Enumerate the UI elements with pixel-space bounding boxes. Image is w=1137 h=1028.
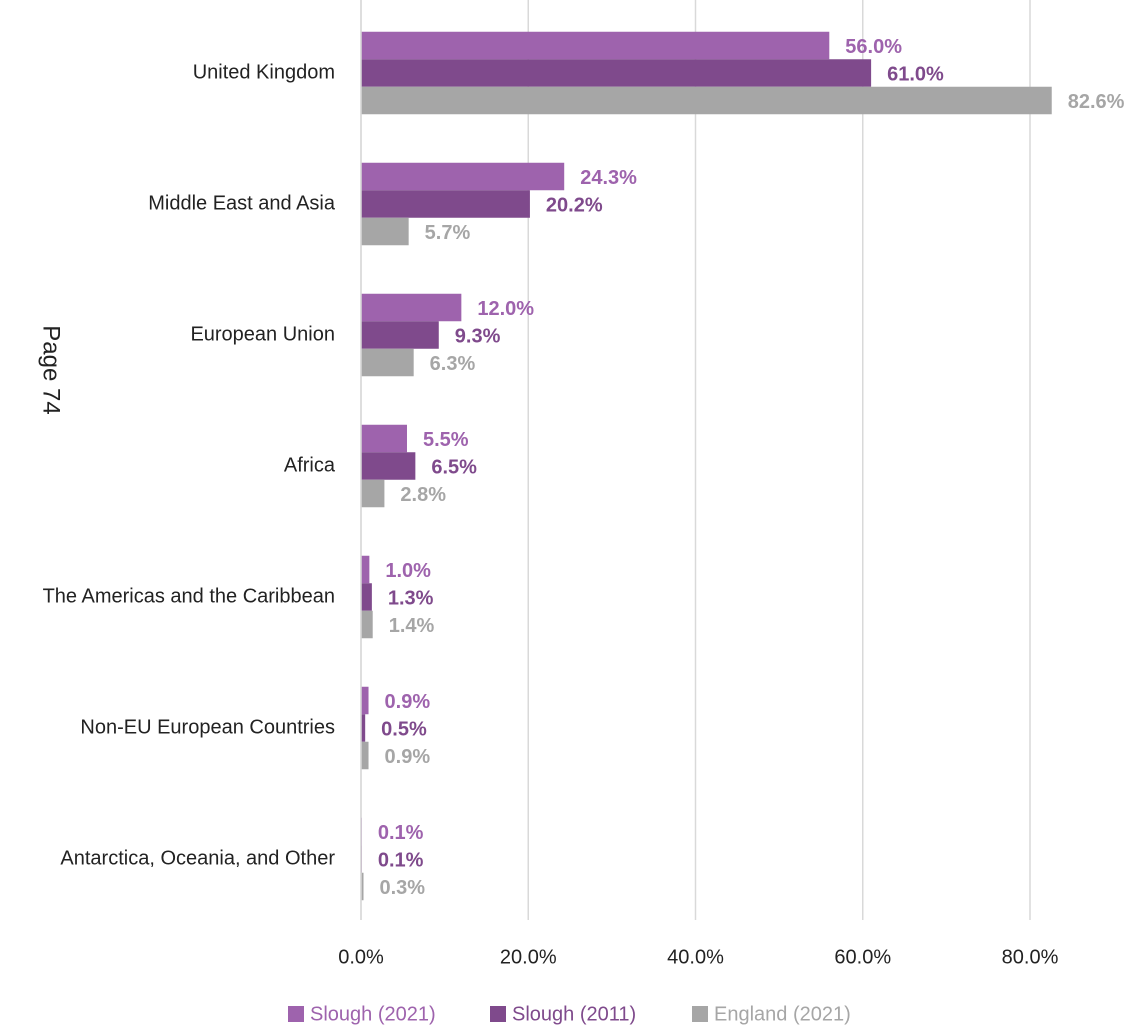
- value-label: 12.0%: [477, 298, 534, 320]
- value-label: 6.3%: [430, 353, 476, 375]
- value-label: 0.1%: [378, 849, 424, 871]
- legend-swatch: [692, 1006, 708, 1022]
- bar: [361, 714, 366, 742]
- x-tick-label: 0.0%: [338, 946, 384, 968]
- bar: [361, 59, 872, 87]
- y-tick-label: The Americas and the Caribbean: [43, 585, 335, 607]
- x-tick-label: 60.0%: [834, 946, 891, 968]
- value-label: 1.3%: [388, 587, 434, 609]
- x-tick-label: 80.0%: [1002, 946, 1059, 968]
- value-label: 1.4%: [389, 615, 435, 637]
- bar: [361, 610, 373, 639]
- y-tick-label: United Kingdom: [193, 61, 335, 83]
- bar: [361, 686, 369, 715]
- bar: [361, 424, 407, 453]
- bar: [361, 452, 416, 480]
- y-tick-label: Africa: [284, 454, 336, 476]
- bar: [361, 31, 830, 60]
- value-label: 0.3%: [380, 877, 426, 899]
- bar: [361, 321, 439, 349]
- bar: [361, 86, 1052, 115]
- bar: [361, 190, 530, 218]
- x-tick-label: 40.0%: [667, 946, 724, 968]
- page-label: Page 74: [38, 325, 65, 414]
- value-label: 5.7%: [425, 222, 471, 244]
- bar: [361, 872, 364, 901]
- legend-label: Slough (2021): [310, 1003, 436, 1025]
- value-label: 9.3%: [455, 325, 501, 347]
- value-label: 20.2%: [546, 194, 603, 216]
- bar: [361, 583, 372, 611]
- bar: [361, 217, 409, 246]
- legend-swatch: [490, 1006, 506, 1022]
- y-tick-label: Non-EU European Countries: [80, 716, 335, 738]
- value-label: 0.9%: [385, 746, 431, 768]
- bar: [361, 555, 370, 584]
- value-label: 6.5%: [431, 456, 477, 478]
- y-tick-label: European Union: [190, 323, 335, 345]
- value-label: 5.5%: [423, 429, 469, 451]
- value-label: 0.5%: [381, 718, 427, 740]
- value-label: 0.1%: [378, 822, 424, 844]
- bar: [361, 293, 462, 322]
- legend-label: Slough (2011): [512, 1003, 636, 1025]
- value-label: 1.0%: [385, 560, 431, 582]
- bar: [361, 348, 414, 377]
- value-label: 0.9%: [385, 691, 431, 713]
- value-label: 61.0%: [887, 63, 944, 85]
- legend-swatch: [288, 1006, 304, 1022]
- y-tick-label: Antarctica, Oceania, and Other: [60, 847, 335, 869]
- bar: [361, 162, 565, 191]
- value-label: 2.8%: [400, 484, 446, 506]
- value-label: 56.0%: [845, 36, 902, 58]
- value-label: 24.3%: [580, 167, 637, 189]
- legend-label: England (2021): [714, 1003, 851, 1025]
- x-tick-label: 20.0%: [500, 946, 557, 968]
- y-tick-label: Middle East and Asia: [148, 192, 336, 214]
- bar: [361, 741, 369, 770]
- bar: [361, 479, 385, 508]
- value-label: 82.6%: [1068, 91, 1125, 113]
